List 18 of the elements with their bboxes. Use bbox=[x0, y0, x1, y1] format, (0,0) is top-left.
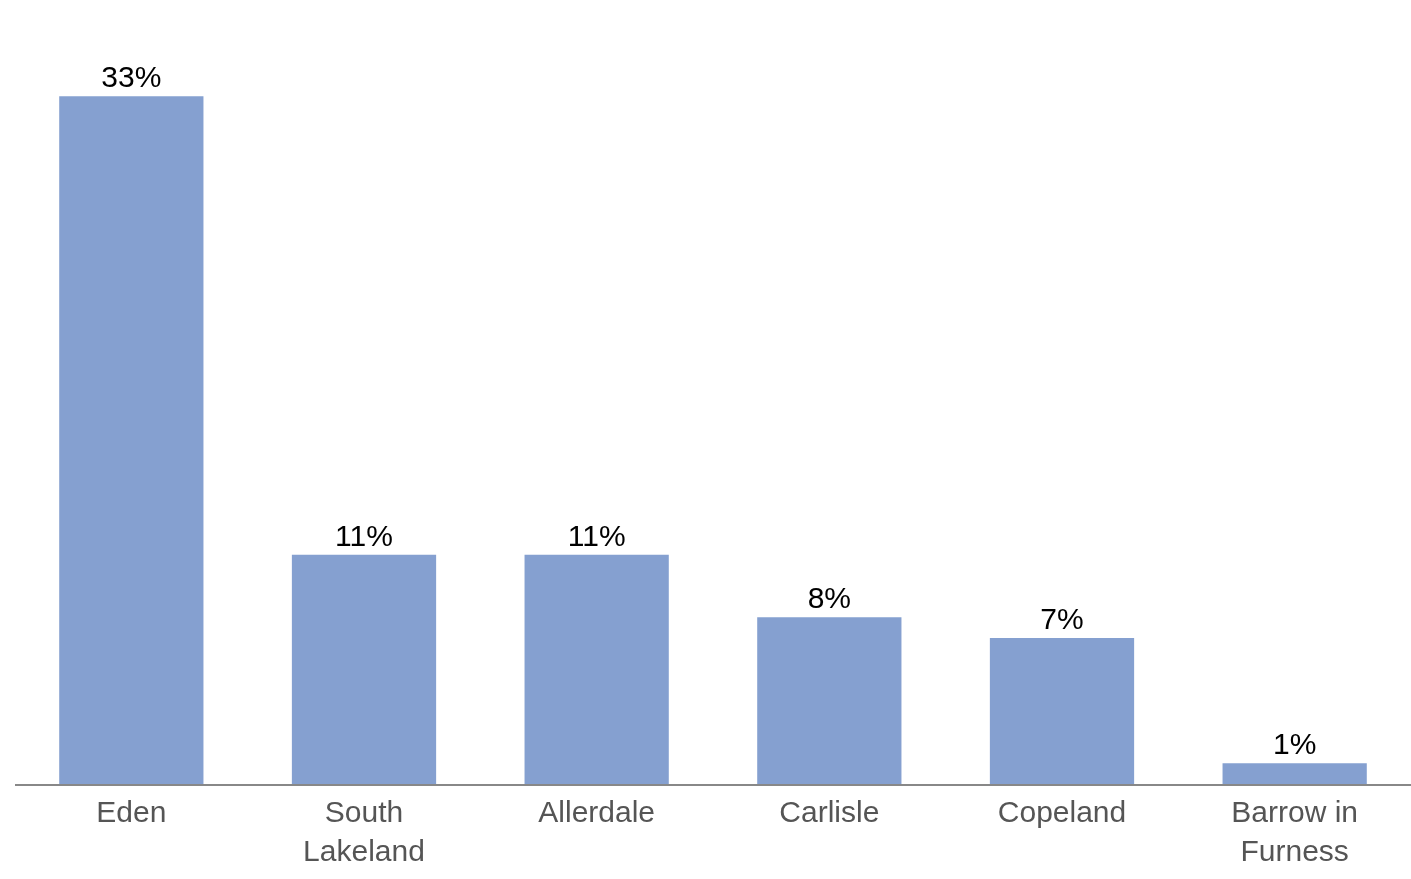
bar bbox=[1222, 763, 1367, 784]
x-tick-label: Copeland bbox=[997, 795, 1127, 828]
x-tick-label: South Lakeland bbox=[303, 795, 425, 867]
bar bbox=[989, 638, 1135, 784]
bar bbox=[291, 554, 437, 784]
x-tick-label: Barrow in Furness bbox=[1231, 795, 1359, 867]
bar bbox=[524, 554, 669, 784]
data-label: 11% bbox=[567, 518, 626, 552]
data-label: 7% bbox=[1040, 602, 1084, 636]
data-label: 1% bbox=[1272, 727, 1317, 761]
data-label: 11% bbox=[335, 518, 393, 552]
bar bbox=[757, 617, 902, 784]
x-tick-label: Carlisle bbox=[779, 795, 880, 828]
data-label: 33% bbox=[101, 60, 162, 94]
bar bbox=[59, 96, 204, 784]
data-label: 8% bbox=[807, 581, 852, 615]
x-tick-label: Eden bbox=[96, 795, 167, 828]
x-tick-label: Allerdale bbox=[538, 795, 656, 828]
